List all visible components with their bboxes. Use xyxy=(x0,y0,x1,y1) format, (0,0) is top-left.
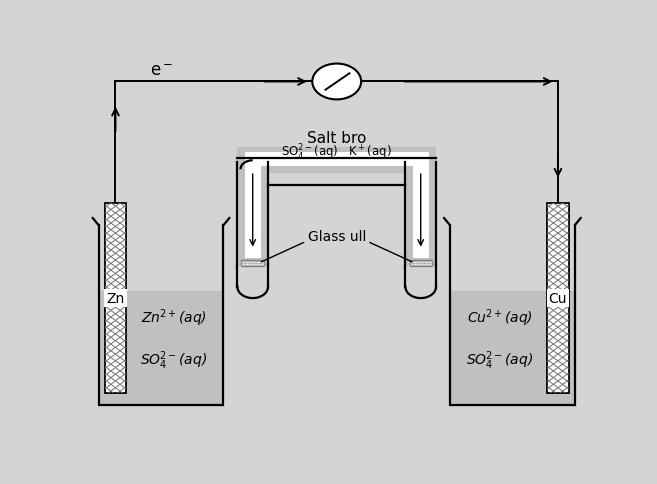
Text: e$^-$: e$^-$ xyxy=(150,62,173,80)
Text: Cu: Cu xyxy=(549,291,567,305)
Text: Cu$^{2+}$(aq): Cu$^{2+}$(aq) xyxy=(466,306,533,328)
Bar xyxy=(244,152,429,166)
Text: Salt bro: Salt bro xyxy=(307,131,367,146)
Polygon shape xyxy=(409,260,432,267)
Text: Zn: Zn xyxy=(106,291,125,305)
Polygon shape xyxy=(99,291,223,405)
Circle shape xyxy=(312,64,361,100)
Bar xyxy=(405,163,436,267)
Bar xyxy=(244,158,261,258)
Polygon shape xyxy=(450,291,575,405)
Text: SO$_4^{2-}$(aq): SO$_4^{2-}$(aq) xyxy=(140,348,208,371)
Bar xyxy=(237,163,268,267)
Text: SO$_4^{2-}$(aq)   K$^+$(aq): SO$_4^{2-}$(aq) K$^+$(aq) xyxy=(281,143,392,163)
Bar xyxy=(413,158,429,258)
Polygon shape xyxy=(104,203,126,393)
Polygon shape xyxy=(242,260,264,267)
Text: Glass ull: Glass ull xyxy=(307,229,366,243)
Text: Zn$^{2+}$(aq): Zn$^{2+}$(aq) xyxy=(141,306,207,328)
Text: SO$_4^{2-}$(aq): SO$_4^{2-}$(aq) xyxy=(466,348,533,371)
Polygon shape xyxy=(547,203,569,393)
Bar xyxy=(237,148,436,174)
